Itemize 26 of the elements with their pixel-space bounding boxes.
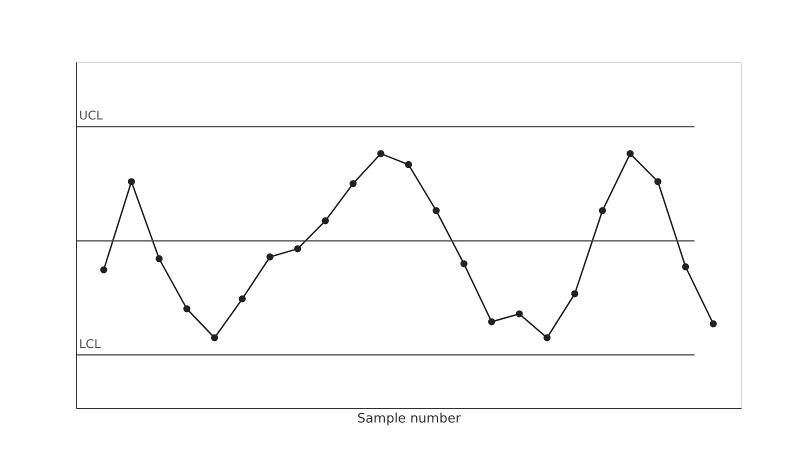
point [598,207,606,214]
point [404,161,412,168]
point [350,180,357,188]
point [544,334,551,342]
ref-line-label: LCL [79,336,102,351]
x-axis-title: Sample number [357,412,462,426]
point [128,178,135,186]
point [571,290,578,298]
point [682,263,690,270]
point [710,320,717,328]
point [432,207,440,214]
ref-line-label: UCL [79,108,104,123]
point [238,295,246,302]
point [377,150,384,158]
point [626,150,634,158]
point [488,318,496,326]
point [211,334,218,342]
point [266,253,274,260]
point [294,245,302,252]
point [100,266,108,274]
point [156,255,163,262]
point [460,260,468,268]
point [322,217,329,224]
point [183,305,190,312]
point [516,310,523,318]
point [654,178,662,186]
